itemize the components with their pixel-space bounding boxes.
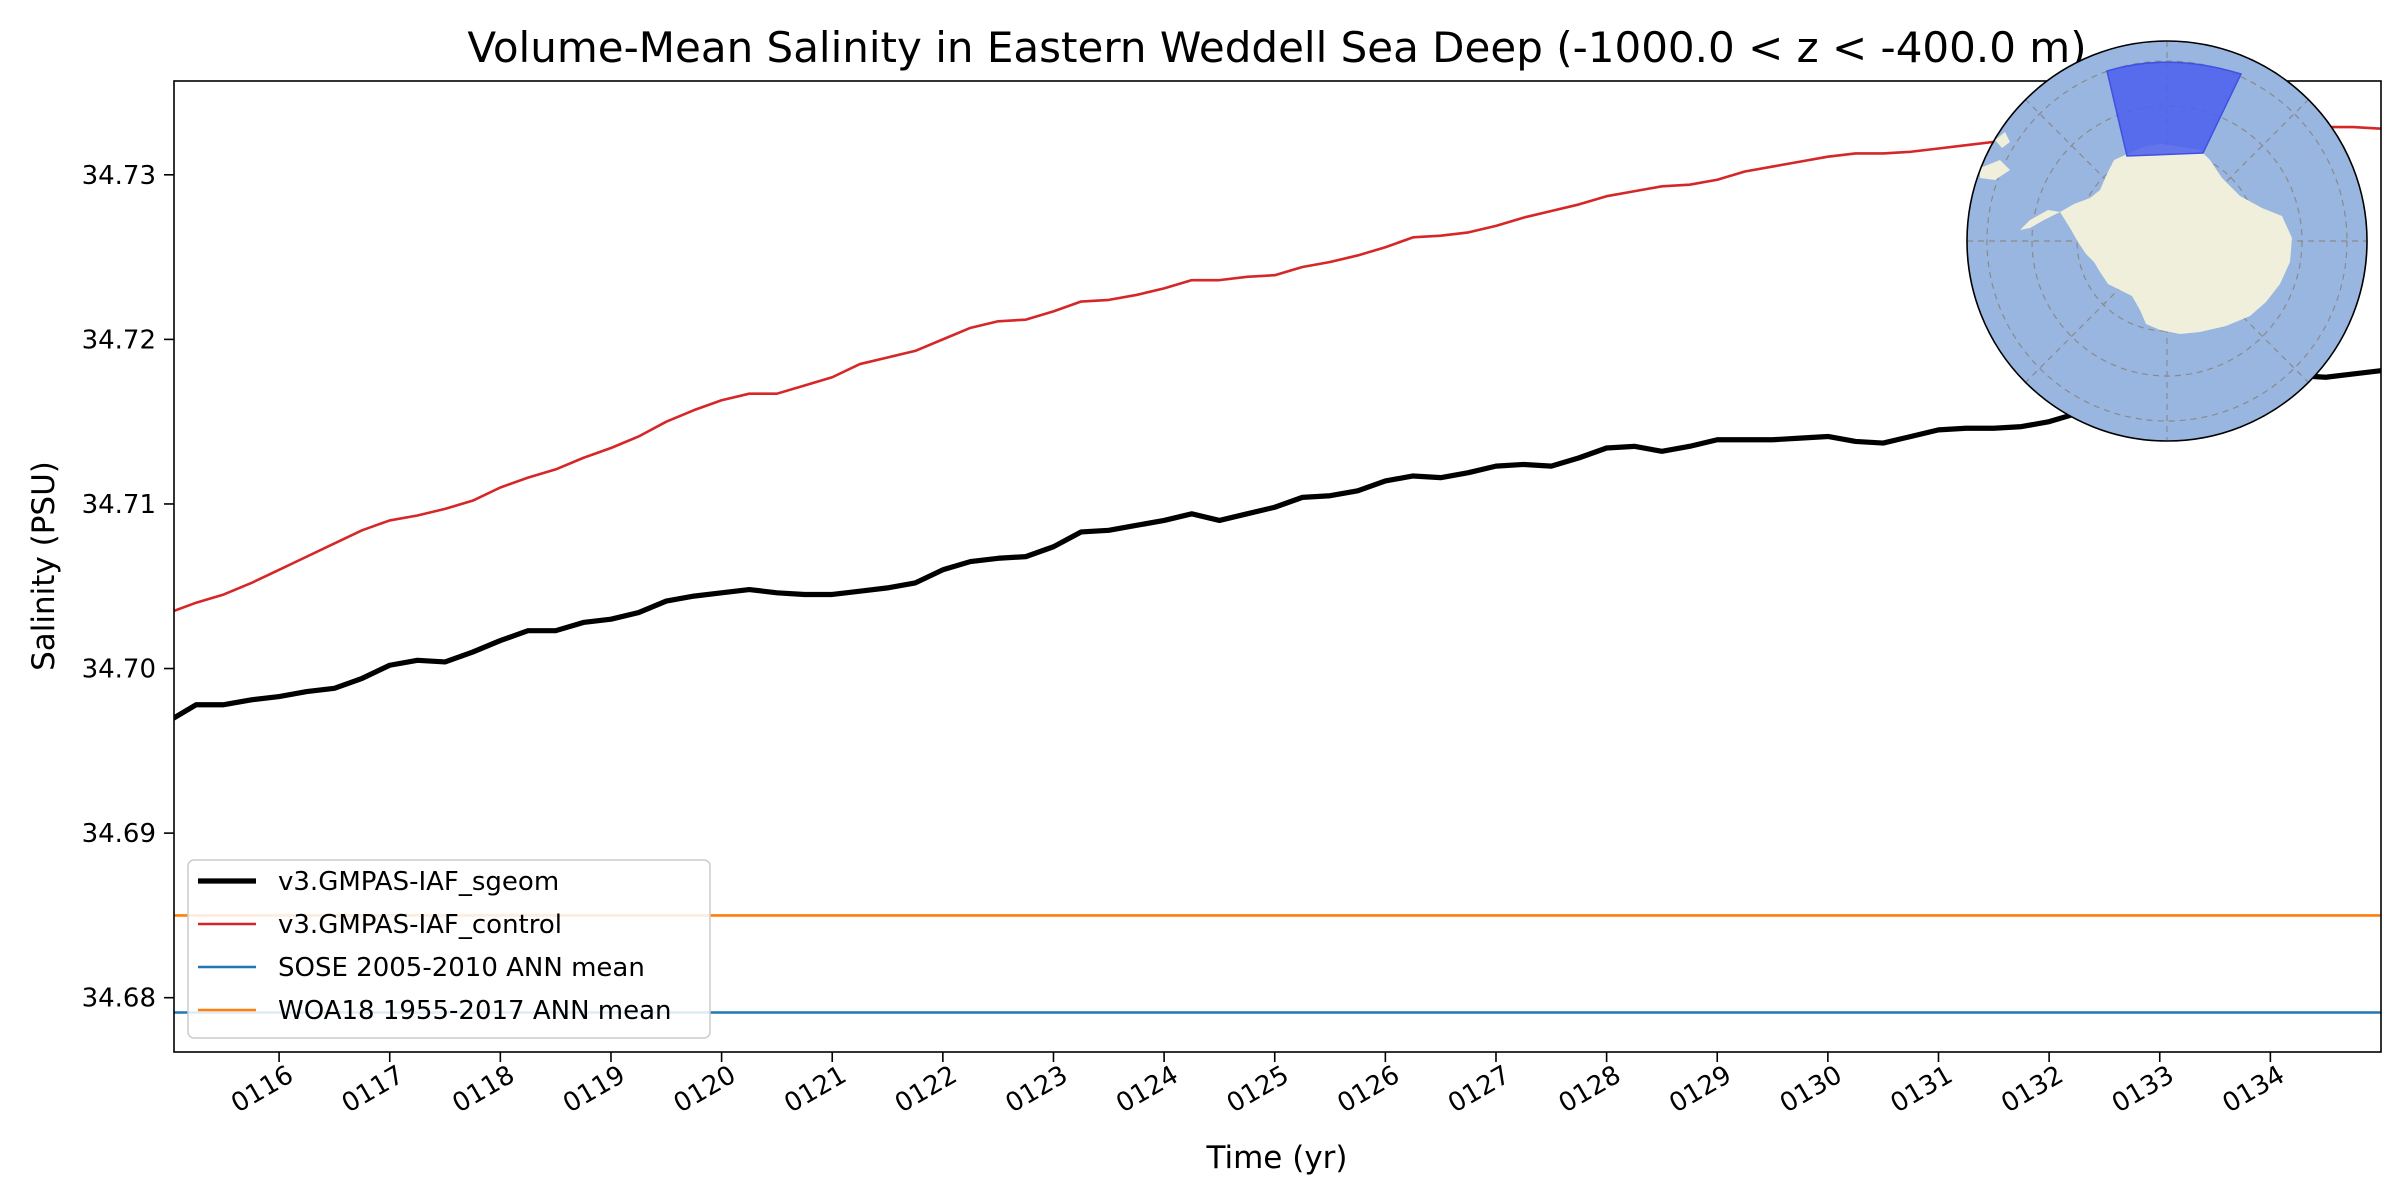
inset-map-border (1966, 40, 2368, 442)
y-tick-label: 34.69 (82, 819, 156, 849)
legend-label-woa18-1955-2017-ann-mean: WOA18 1955-2017 ANN mean (278, 996, 672, 1026)
y-tick-label: 34.71 (82, 490, 156, 520)
x-axis-label: Time (yr) (1206, 1140, 1348, 1176)
y-tick-label: 34.70 (82, 655, 156, 685)
y-tick-label: 34.73 (82, 161, 156, 191)
series-line-v3-gmpas-iaf-sgeom (174, 368, 2381, 721)
y-axis: 34.68 34.69 34.70 34.71 34.72 34.73 (82, 161, 174, 1014)
legend-box (187, 859, 711, 1039)
weddell-region-highlight (2106, 61, 2243, 157)
y-tick-label: 34.72 (82, 325, 156, 355)
plot-frame (173, 80, 2382, 1053)
legend: v3.GMPAS-IAF_sgeom v3.GMPAS-IAF_control SO… (187, 859, 711, 1039)
antarctica-land (1980, 132, 2292, 334)
y-axis-label: Salinity (PSU) (26, 461, 62, 671)
inset-map (1966, 40, 2368, 442)
chart-title: Volume-Mean Salinity in Eastern Weddell … (467, 23, 2086, 72)
legend-label-sose-2005-2010-ann-mean: SOSE 2005-2010 ANN mean (278, 953, 645, 983)
legend-label-v3-gmpas-iaf-control: v3.GMPAS-IAF_control (278, 910, 562, 940)
y-tick-label: 34.68 (82, 984, 156, 1014)
legend-label-v3-gmpas-iaf-sgeom: v3.GMPAS-IAF_sgeom (278, 867, 559, 897)
